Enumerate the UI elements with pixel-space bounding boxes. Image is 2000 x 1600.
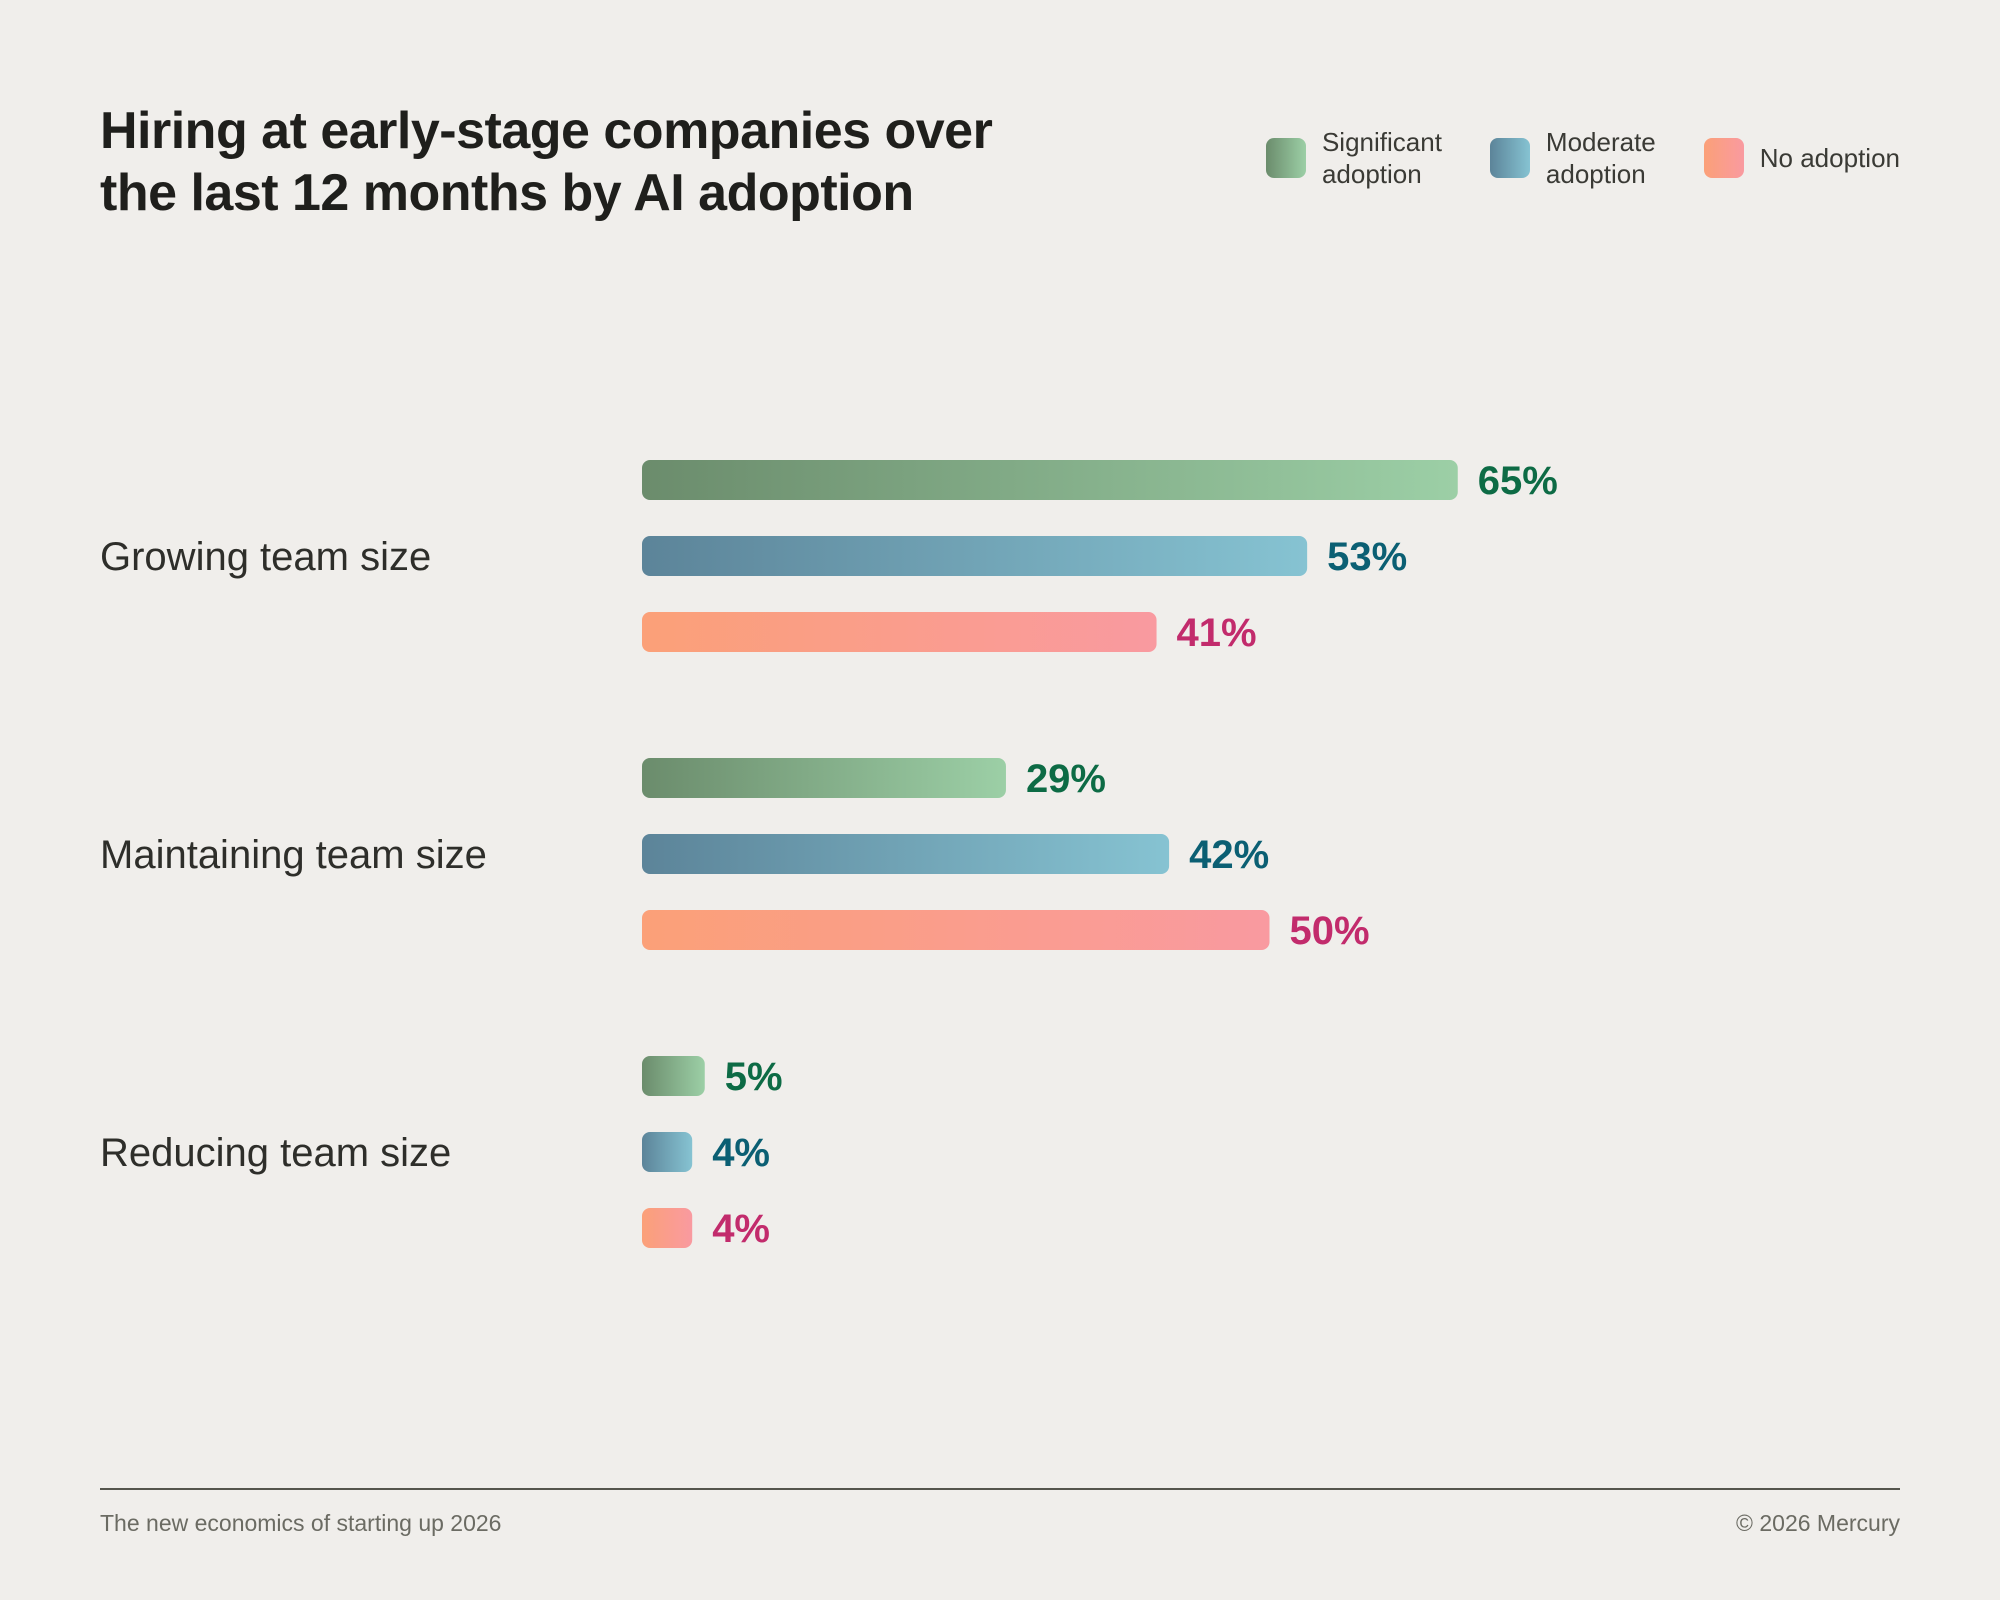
value-label-reducing-significant: 5% <box>725 1055 783 1099</box>
legend-item-moderate: Moderate adoption <box>1489 126 1656 190</box>
legend-item-no-adoption: No adoption <box>1703 138 1900 178</box>
category-label-reducing: Reducing team size <box>100 1131 451 1175</box>
legend-label-moderate: Moderate adoption <box>1545 127 1656 189</box>
chart-body: Growing team size 65% 53% 41% Maintaining te… <box>100 459 1558 1251</box>
legend-swatch-significant <box>1265 138 1306 178</box>
bar-maintaining-moderate <box>642 834 1170 874</box>
value-label-growing-moderate: 53% <box>1327 535 1407 579</box>
value-label-maintaining-no-adoption: 50% <box>1290 909 1370 953</box>
value-label-growing-no-adoption: 41% <box>1177 611 1257 655</box>
value-label-maintaining-moderate: 42% <box>1189 833 1269 877</box>
legend-item-significant: Significant adoption <box>1265 126 1442 190</box>
value-label-maintaining-significant: 29% <box>1026 757 1106 801</box>
legend: Significant adoption Moderate adoption N… <box>1265 126 1900 190</box>
bar-reducing-significant <box>642 1056 705 1096</box>
bar-growing-significant <box>642 460 1458 500</box>
legend-swatch-moderate <box>1489 138 1530 178</box>
footer-report-title: The new economics of starting up 2026 <box>100 1510 502 1536</box>
category-label-growing: Growing team size <box>100 535 431 579</box>
legend-label-significant: Significant adoption <box>1321 127 1442 189</box>
bar-reducing-no-adoption <box>642 1208 693 1248</box>
bar-maintaining-significant <box>642 758 1006 798</box>
value-label-reducing-moderate: 4% <box>712 1131 770 1175</box>
bar-reducing-moderate <box>642 1132 693 1172</box>
footer-divider <box>100 1488 1900 1490</box>
bar-growing-moderate <box>642 536 1308 576</box>
legend-label-no-adoption: No adoption <box>1759 143 1900 173</box>
footer-copyright: © 2026 Mercury <box>1736 1510 1900 1536</box>
bar-growing-no-adoption <box>642 612 1157 652</box>
chart-title: Hiring at early-stage companies over the… <box>100 102 993 222</box>
value-label-growing-significant: 65% <box>1478 459 1558 503</box>
legend-swatch-no-adoption <box>1703 138 1744 178</box>
bar-maintaining-no-adoption <box>642 910 1270 950</box>
category-label-maintaining: Maintaining team size <box>100 833 487 877</box>
value-label-reducing-no-adoption: 4% <box>712 1207 770 1251</box>
